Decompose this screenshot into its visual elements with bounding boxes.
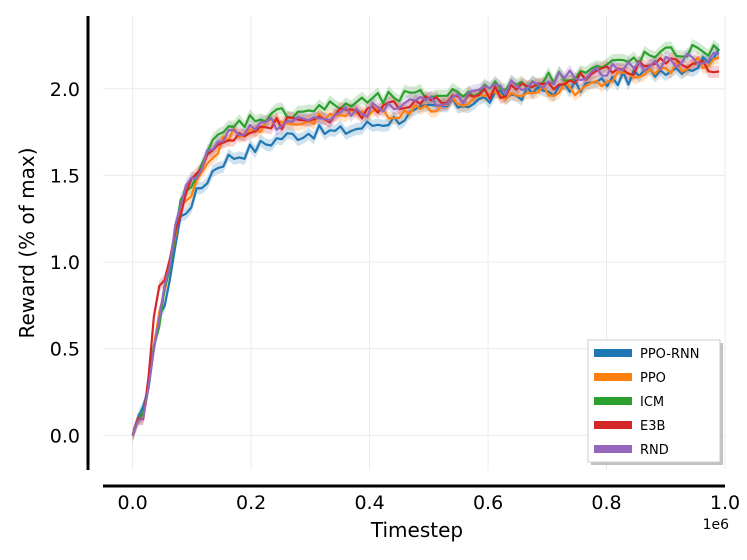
y-tick-label: 0.5	[50, 339, 80, 361]
grid	[103, 16, 726, 470]
x-tick-label: 1.0	[710, 492, 740, 514]
y-tick-label: 0.0	[50, 425, 80, 447]
x-tick-label: 0.6	[473, 492, 503, 514]
legend-swatch	[594, 445, 632, 453]
x-axis-ticks: 0.0 0.2 0.4 0.6 0.8 1.0	[118, 492, 741, 514]
y-axis-title: Reward (% of max)	[15, 147, 39, 338]
y-axis-ticks: 0.0 0.5 1.0 1.5 2.0	[50, 79, 80, 448]
legend-label: PPO-RNN	[640, 347, 699, 362]
x-tick-label: 0.4	[354, 492, 384, 514]
legend: PPO-RNN PPO ICM E3B RND	[587, 339, 723, 465]
series-bands	[132, 39, 720, 442]
y-tick-label: 1.5	[50, 165, 80, 187]
legend-label: E3B	[640, 419, 665, 434]
y-tick-label: 2.0	[50, 79, 80, 101]
legend-label: PPO	[640, 371, 666, 386]
x-tick-label: 0.8	[591, 492, 621, 514]
x-axis-multiplier: 1e6	[703, 517, 730, 533]
legend-swatch	[594, 349, 632, 357]
x-tick-label: 0.2	[236, 492, 266, 514]
legend-swatch	[594, 397, 632, 405]
series-line	[131, 51, 720, 436]
legend-label: RND	[640, 443, 669, 458]
x-axis-title: Timestep	[370, 518, 463, 542]
series-line	[131, 56, 720, 436]
series-lines	[131, 43, 721, 436]
y-tick-label: 1.0	[50, 252, 80, 274]
legend-label: ICM	[640, 395, 664, 410]
x-tick-label: 0.0	[118, 492, 148, 514]
legend-swatch	[594, 373, 632, 381]
legend-swatch	[594, 421, 632, 429]
series-band	[132, 42, 720, 442]
